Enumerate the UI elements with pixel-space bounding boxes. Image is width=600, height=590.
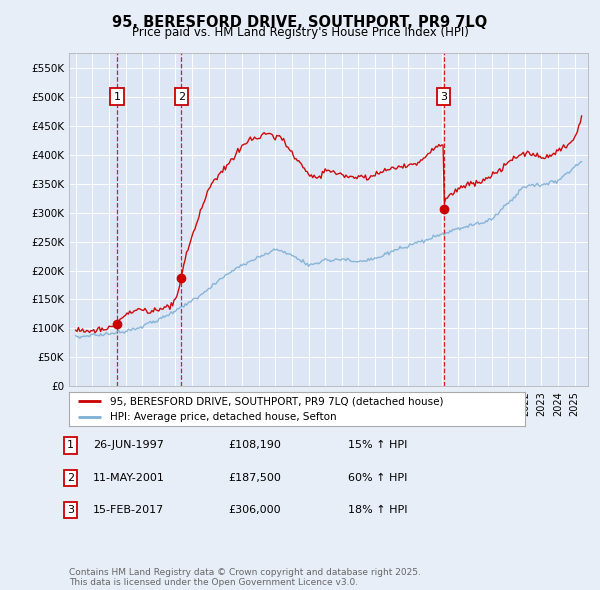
- Text: 1: 1: [67, 441, 74, 450]
- Text: 15% ↑ HPI: 15% ↑ HPI: [348, 441, 407, 450]
- Text: 95, BERESFORD DRIVE, SOUTHPORT, PR9 7LQ (detached house): 95, BERESFORD DRIVE, SOUTHPORT, PR9 7LQ …: [110, 396, 443, 407]
- Text: 3: 3: [440, 91, 447, 101]
- Text: 3: 3: [67, 506, 74, 515]
- Text: 18% ↑ HPI: 18% ↑ HPI: [348, 506, 407, 515]
- Text: 11-MAY-2001: 11-MAY-2001: [93, 473, 165, 483]
- Text: £187,500: £187,500: [228, 473, 281, 483]
- Text: Price paid vs. HM Land Registry's House Price Index (HPI): Price paid vs. HM Land Registry's House …: [131, 26, 469, 39]
- Text: 95, BERESFORD DRIVE, SOUTHPORT, PR9 7LQ: 95, BERESFORD DRIVE, SOUTHPORT, PR9 7LQ: [112, 15, 488, 30]
- Text: 60% ↑ HPI: 60% ↑ HPI: [348, 473, 407, 483]
- Text: 15-FEB-2017: 15-FEB-2017: [93, 506, 164, 515]
- Text: 1: 1: [113, 91, 121, 101]
- Text: HPI: Average price, detached house, Sefton: HPI: Average price, detached house, Seft…: [110, 412, 337, 422]
- Text: 2: 2: [67, 473, 74, 483]
- Text: 26-JUN-1997: 26-JUN-1997: [93, 441, 164, 450]
- Text: Contains HM Land Registry data © Crown copyright and database right 2025.
This d: Contains HM Land Registry data © Crown c…: [69, 568, 421, 587]
- Text: £108,190: £108,190: [228, 441, 281, 450]
- Text: £306,000: £306,000: [228, 506, 281, 515]
- Text: 2: 2: [178, 91, 185, 101]
